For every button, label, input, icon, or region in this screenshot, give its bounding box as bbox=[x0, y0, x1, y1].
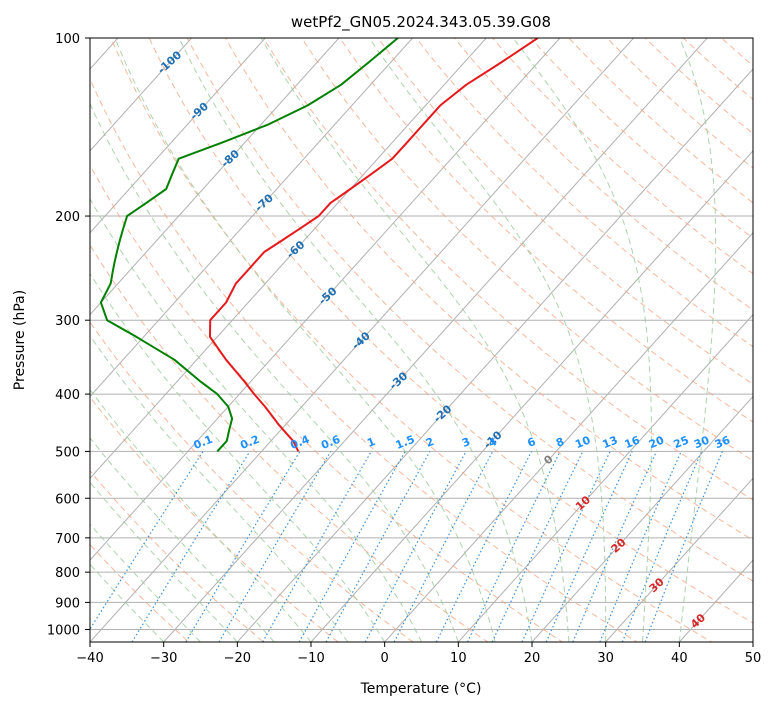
chart-title: wetPf2_GN05.2024.343.05.39.G08 bbox=[291, 13, 551, 32]
x-tick-label: 10 bbox=[450, 651, 467, 666]
x-tick-label: 20 bbox=[524, 651, 541, 666]
x-tick-label: 40 bbox=[671, 651, 688, 666]
x-axis-label: Temperature (°C) bbox=[360, 681, 482, 697]
x-tick-label: 50 bbox=[745, 651, 762, 666]
y-tick-label: 100 bbox=[55, 32, 80, 47]
y-axis-label: Pressure (hPa) bbox=[12, 290, 28, 390]
x-tick-label: −10 bbox=[297, 651, 324, 666]
x-tick-label: −30 bbox=[150, 651, 177, 666]
x-tick-label: 30 bbox=[597, 651, 614, 666]
y-tick-label: 500 bbox=[55, 445, 80, 460]
x-tick-label: 0 bbox=[381, 651, 389, 666]
x-tick-label: −20 bbox=[224, 651, 251, 666]
y-tick-label: 200 bbox=[55, 210, 80, 225]
y-tick-label: 800 bbox=[55, 566, 80, 581]
y-tick-label: 600 bbox=[55, 492, 80, 507]
y-tick-label: 700 bbox=[55, 532, 80, 547]
y-tick-label: 900 bbox=[55, 596, 80, 611]
x-tick-label: −40 bbox=[76, 651, 103, 666]
y-tick-label: 1000 bbox=[47, 623, 80, 638]
y-tick-label: 300 bbox=[55, 314, 80, 329]
y-tick-label: 400 bbox=[55, 388, 80, 403]
